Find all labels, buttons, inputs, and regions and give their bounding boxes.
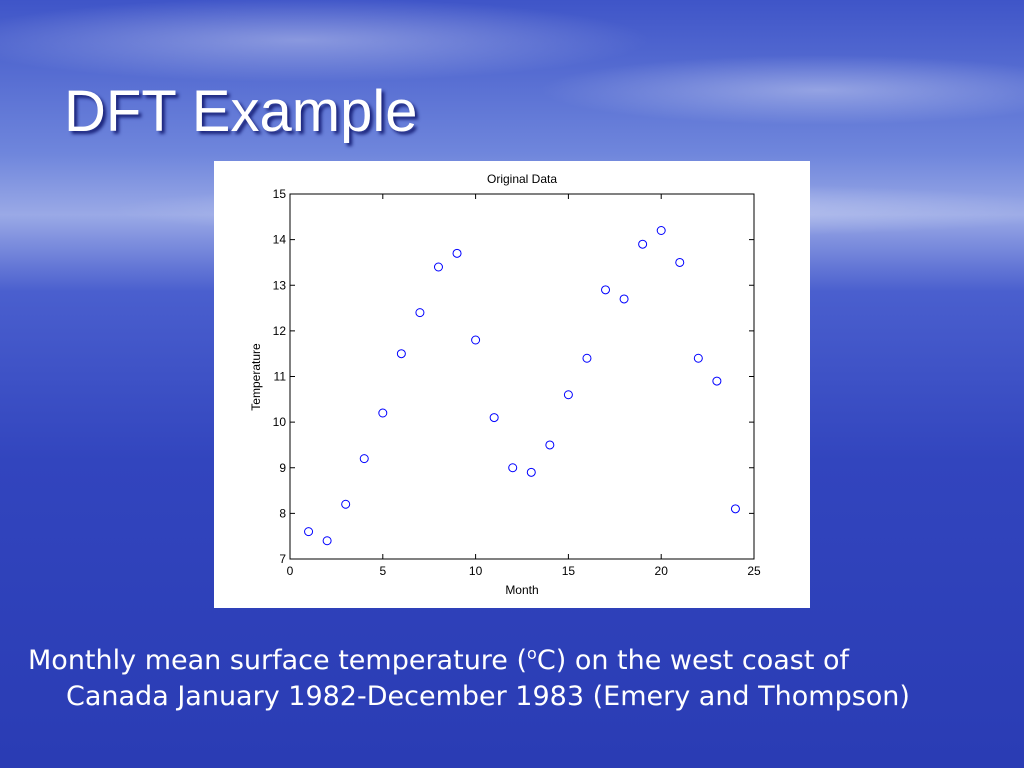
x-tick-label: 25 [747,564,761,578]
x-axis-label: Month [505,583,538,597]
y-tick-label: 11 [274,370,287,384]
data-point [526,467,536,477]
y-tick-label: 15 [273,187,287,201]
caption-line: Monthly mean surface temperature (oC) on… [28,636,910,679]
data-point [415,308,425,318]
data-point [378,408,388,418]
data-point [322,536,332,546]
data-point [508,463,518,473]
data-point [601,285,611,295]
slide-title: DFT Example [64,79,418,144]
y-tick-label: 9 [279,461,286,475]
data-point [452,248,462,258]
x-tick-label: 5 [379,564,386,578]
data-point [693,353,703,363]
data-point [675,257,685,267]
caption-line: Canada January 1982-December 1983 (Emery… [28,679,910,715]
y-tick-label: 14 [273,233,287,247]
data-point [341,499,351,509]
y-tick-label: 8 [279,506,286,520]
data-point [545,440,555,450]
y-axis-label: Temperature [249,343,263,411]
x-tick-label: 10 [469,564,483,578]
caption-text: Monthly mean surface temperature ( [28,645,528,676]
y-tick-label: 7 [279,552,286,566]
y-tick-label: 12 [273,324,287,338]
caption: Monthly mean surface temperature (oC) on… [28,636,910,715]
data-point [730,504,740,514]
x-tick-label: 15 [562,564,576,578]
data-point [563,390,573,400]
data-point [656,226,666,235]
y-tick-label: 10 [273,415,287,429]
chart-title: Original Data [487,172,557,186]
data-point [619,294,629,304]
data-point [489,413,499,423]
data-point [471,335,481,345]
caption-text: Canada January 1982-December 1983 (Emery… [66,681,910,712]
data-point [638,239,648,249]
data-point [712,376,722,386]
data-point [582,353,592,363]
caption-text: C) on the west coast of [536,645,850,676]
chart-background [214,161,810,608]
data-point [396,349,406,359]
data-point [433,262,443,272]
x-tick-label: 0 [287,564,294,578]
data-point [304,527,314,537]
caption-superscript: o [527,644,537,663]
x-tick-label: 20 [655,564,669,578]
y-tick-label: 13 [273,278,287,292]
chart: Original Data Month Temperature 0 5 10 15 20… [214,161,810,608]
data-point [359,454,369,464]
